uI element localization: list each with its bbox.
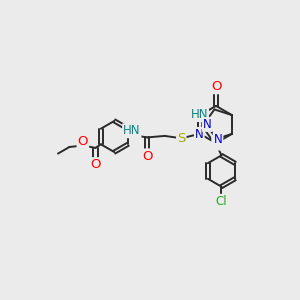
Text: Cl: Cl (216, 195, 227, 208)
Text: S: S (177, 132, 185, 145)
Text: O: O (211, 80, 221, 93)
Text: N: N (195, 128, 204, 141)
Text: HN: HN (190, 108, 208, 121)
Text: O: O (90, 158, 101, 171)
Text: N: N (214, 133, 222, 146)
Text: O: O (78, 135, 88, 148)
Text: HN: HN (123, 124, 140, 137)
Text: N: N (212, 136, 221, 150)
Text: O: O (142, 149, 153, 163)
Text: N: N (203, 118, 212, 131)
